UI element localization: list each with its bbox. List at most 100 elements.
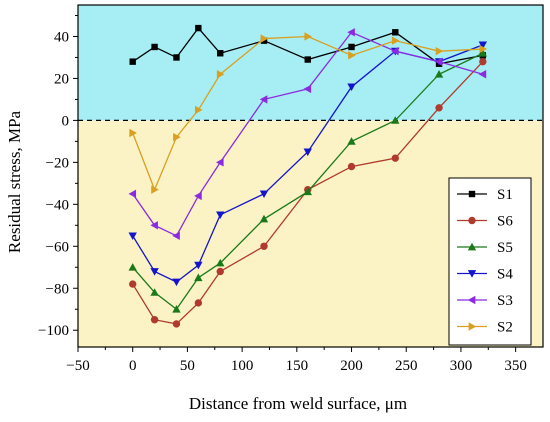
y-tick-label: −40 <box>46 197 69 213</box>
data-point <box>347 83 356 92</box>
legend-label: S1 <box>497 187 513 203</box>
y-tick-label: 0 <box>62 113 70 129</box>
legend: S1 S6 S5 S4 S3 S2 <box>448 177 532 346</box>
data-point <box>467 242 477 251</box>
data-point <box>259 95 268 104</box>
data-point <box>150 316 159 324</box>
data-point <box>304 32 312 41</box>
data-point <box>468 322 477 331</box>
x-axis-label: Distance from weld surface, μm <box>189 394 407 413</box>
y-tick-label: −60 <box>46 239 69 255</box>
y-tick-label: 40 <box>54 29 69 45</box>
data-point <box>216 258 225 267</box>
data-point <box>194 299 203 307</box>
x-tick-label: 0 <box>129 358 137 374</box>
data-point <box>173 54 180 61</box>
data-point <box>194 105 203 115</box>
data-point <box>150 268 159 276</box>
data-point <box>303 84 312 94</box>
y-tick-label: −20 <box>46 155 69 171</box>
x-tick-label: 150 <box>286 358 309 374</box>
data-point <box>479 44 488 54</box>
legend-item-s6: S6 <box>457 214 513 230</box>
data-point <box>217 50 224 57</box>
data-point <box>468 190 476 198</box>
data-point <box>347 28 355 37</box>
data-point <box>478 49 488 57</box>
series-layer <box>128 24 488 328</box>
data-point <box>348 51 356 60</box>
data-point <box>128 232 137 240</box>
series-s6 <box>129 57 487 328</box>
legend-box <box>448 177 532 346</box>
data-point <box>259 214 269 223</box>
data-point <box>195 24 202 32</box>
data-point <box>172 320 181 328</box>
data-point <box>435 104 443 112</box>
data-point <box>216 158 224 167</box>
x-tick-label: 250 <box>395 358 418 374</box>
data-point <box>216 211 225 220</box>
data-point <box>391 154 399 162</box>
data-point <box>128 189 137 199</box>
data-point <box>260 34 269 43</box>
data-point <box>391 116 400 124</box>
data-point <box>150 221 158 230</box>
legend-label: S3 <box>497 293 513 309</box>
legend-label: S4 <box>497 267 513 283</box>
data-point <box>172 278 181 287</box>
legend-item-s5: S5 <box>457 240 513 256</box>
data-point <box>479 57 487 66</box>
legend-label: S6 <box>497 214 513 230</box>
data-point <box>194 261 203 270</box>
series-s2 <box>129 32 488 194</box>
axes-layer: −50 0 50 100 150 200 250 300 350−100−80−60−40−20… <box>38 4 544 374</box>
x-tick-label: 100 <box>231 358 254 374</box>
data-point <box>173 132 181 142</box>
data-point <box>434 57 443 66</box>
data-point <box>391 36 400 45</box>
data-point <box>467 295 476 305</box>
data-point <box>150 288 159 296</box>
data-point <box>216 70 225 79</box>
data-point <box>129 128 137 138</box>
data-point <box>348 43 355 51</box>
data-point <box>194 273 203 282</box>
data-point <box>435 46 444 56</box>
data-point <box>304 56 311 63</box>
data-point <box>194 191 202 201</box>
data-point <box>151 185 159 194</box>
y-axis-label: Residual stress, MPa <box>5 110 24 253</box>
data-point <box>129 58 136 65</box>
legend-label: S5 <box>497 240 513 256</box>
data-point <box>478 41 488 50</box>
x-tick-label: 50 <box>180 358 195 374</box>
data-point <box>391 46 399 56</box>
data-point <box>303 148 312 157</box>
x-tick-label: 200 <box>340 358 363 374</box>
y-tick-label: −100 <box>38 323 69 339</box>
data-point <box>128 263 137 271</box>
data-point <box>478 70 487 79</box>
legend-item-s2: S2 <box>457 320 513 336</box>
legend-item-s4: S4 <box>457 267 513 283</box>
x-tick-label: 350 <box>504 358 527 374</box>
y-tick-label: −80 <box>46 281 69 297</box>
plot-frame <box>77 4 544 348</box>
series-s3 <box>128 28 487 240</box>
data-point <box>129 280 137 288</box>
legend-item-s1: S1 <box>457 187 513 203</box>
x-tick-label: −50 <box>66 358 89 374</box>
data-point <box>216 267 224 276</box>
x-tick-label: 300 <box>450 358 473 374</box>
data-point <box>392 29 399 36</box>
data-point <box>151 43 158 51</box>
y-tick-label: 20 <box>54 71 69 87</box>
data-point <box>434 70 444 78</box>
data-point <box>172 305 181 313</box>
data-point <box>172 231 180 240</box>
data-point <box>260 242 268 250</box>
data-point <box>467 270 477 278</box>
